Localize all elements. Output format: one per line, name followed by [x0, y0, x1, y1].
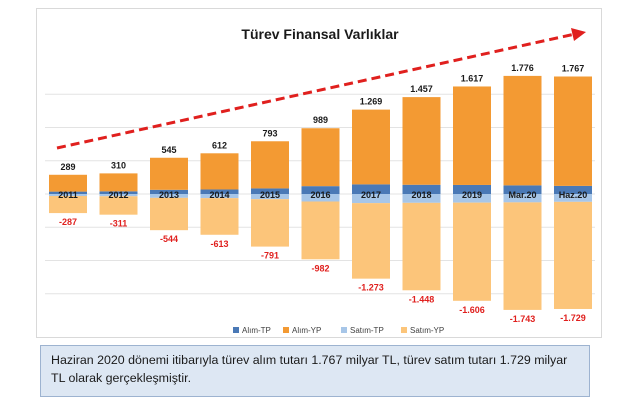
legend: Alım-TP Alım-YP Satım-TP Satım-YP	[233, 326, 444, 335]
buy-total-label: 545	[161, 145, 176, 155]
bar-satim-yp	[352, 203, 390, 279]
bar-alim-tp	[251, 188, 289, 194]
legend-swatch	[283, 327, 289, 333]
sell-total-label: -544	[160, 234, 178, 244]
legend-label: Alım-TP	[242, 326, 271, 335]
bar-alim-tp	[554, 185, 592, 194]
bar-satim-tp	[402, 194, 441, 203]
legend-swatch	[401, 327, 407, 333]
sell-total-label: -287	[59, 217, 77, 227]
trend-arrow-head	[571, 28, 586, 41]
chart-frame: 2011 289 -287 2012 310 -311 2013 545 -544 2014 612…	[36, 8, 602, 338]
bar-satim-yp	[453, 202, 491, 301]
bar-satim-tp	[453, 194, 491, 203]
chart-svg: 2011 289 -287 2012 310 -311 2013 545 -544 2014 612…	[45, 26, 595, 335]
bar-satim-tp	[301, 194, 340, 202]
category-label: 2017	[361, 190, 381, 200]
sell-total-label: -1.729	[560, 313, 586, 323]
bar-alim-yp	[251, 141, 289, 189]
bar-alim-tp	[150, 189, 188, 194]
caption-text: Haziran 2020 dönemi itibarıyla türev alı…	[51, 353, 568, 385]
category-label: 2018	[411, 190, 431, 200]
bar-alim-yp	[301, 128, 340, 187]
bar-satim-tp	[49, 194, 87, 196]
bar-alim-yp	[150, 157, 188, 190]
sell-total-label: -613	[210, 239, 228, 249]
bar-alim-yp	[49, 174, 87, 192]
buy-total-label: 1.767	[562, 63, 585, 73]
bar-alim-tp	[200, 189, 239, 194]
buy-total-label: 793	[262, 128, 277, 138]
bar-alim-yp	[99, 173, 138, 192]
chart-title: Türev Finansal Varlıklar	[241, 26, 399, 42]
bar-satim-tp	[200, 194, 239, 199]
bar-alim-tp	[402, 184, 441, 194]
bar-satim-yp	[402, 202, 441, 291]
buy-total-label: 1.776	[511, 63, 534, 73]
buy-total-label: 612	[212, 140, 227, 150]
bar-satim-yp	[503, 202, 542, 310]
bar-alim-yp	[352, 109, 390, 185]
category-label: 2019	[462, 190, 482, 200]
category-label: 2014	[209, 190, 229, 200]
bar-alim-tp	[99, 191, 138, 194]
buy-total-label: 1.617	[461, 73, 484, 83]
category-label: 2011	[58, 190, 78, 200]
bar-satim-yp	[200, 198, 239, 235]
bar-alim-tp	[453, 184, 491, 194]
legend-label: Satım-TP	[350, 326, 384, 335]
legend-label: Alım-YP	[292, 326, 321, 335]
bars	[49, 75, 592, 310]
bar-alim-yp	[503, 75, 542, 186]
legend-swatch	[233, 327, 239, 333]
sell-total-label: -982	[311, 263, 329, 273]
category-label: Haz.20	[559, 190, 588, 200]
category-label: 2013	[159, 190, 179, 200]
data-labels: 2011 289 -287 2012 310 -311 2013 545 -544 2014 612…	[58, 63, 587, 324]
category-label: 2012	[108, 190, 128, 200]
category-label: 2016	[310, 190, 330, 200]
bar-alim-yp	[402, 97, 441, 185]
category-label: 2015	[260, 190, 280, 200]
trend-arrow-line	[56, 32, 576, 150]
legend-label: Satım-YP	[410, 326, 444, 335]
bar-satim-tp	[554, 194, 592, 202]
bar-alim-yp	[453, 86, 491, 185]
buy-total-label: 289	[60, 162, 75, 172]
category-label: Mar.20	[508, 190, 536, 200]
bar-satim-tp	[150, 194, 188, 198]
buy-total-label: 1.457	[410, 84, 433, 94]
sell-total-label: -791	[261, 251, 279, 261]
sell-total-label: -1.273	[358, 283, 384, 293]
caption-box: Haziran 2020 dönemi itibarıyla türev alı…	[40, 345, 590, 397]
bar-satim-yp	[554, 201, 592, 309]
legend-swatch	[341, 327, 347, 333]
sell-total-label: -1.448	[409, 294, 435, 304]
bar-alim-yp	[554, 76, 592, 186]
trend-arrow	[56, 28, 586, 150]
sell-total-label: -311	[110, 219, 128, 229]
bar-satim-tp	[99, 194, 138, 197]
bar-alim-tp	[503, 185, 542, 194]
buy-total-label: 310	[111, 160, 126, 170]
buy-total-label: 1.269	[360, 97, 383, 107]
bar-satim-yp	[150, 197, 188, 231]
bar-satim-tp	[503, 194, 542, 203]
bar-satim-yp	[99, 196, 138, 215]
sell-total-label: -1.743	[510, 314, 536, 324]
bar-alim-yp	[200, 153, 239, 190]
bar-alim-tp	[49, 191, 87, 194]
bar-satim-yp	[301, 201, 340, 260]
bar-satim-yp	[49, 195, 87, 214]
buy-total-label: 989	[313, 115, 328, 125]
bar-alim-tp	[301, 186, 340, 194]
sell-total-label: -1.606	[459, 305, 485, 315]
bar-alim-tp	[352, 184, 390, 194]
bar-satim-yp	[251, 199, 289, 247]
bar-satim-tp	[352, 194, 390, 204]
bar-satim-tp	[251, 194, 289, 200]
